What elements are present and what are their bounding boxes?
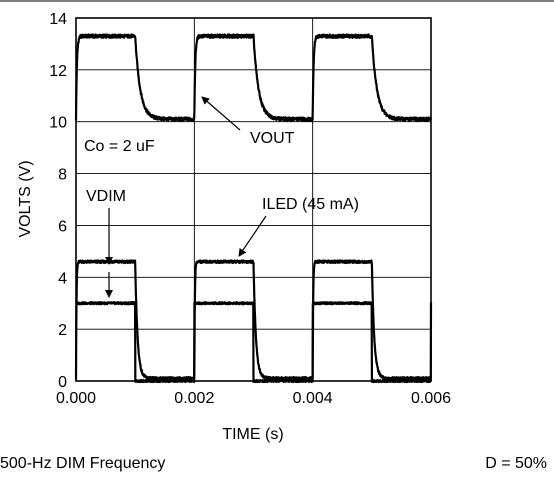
y-tick-label: 4 <box>58 270 67 287</box>
iled-trace <box>74 259 432 381</box>
x-axis-title: TIME (s) <box>222 426 283 443</box>
y-tick-label: 8 <box>58 167 67 184</box>
vdim-annotation: VDIM <box>86 188 126 205</box>
y-tick-label: 14 <box>49 11 67 28</box>
y-tick-label: 12 <box>49 63 67 80</box>
iled-annotation: ILED (45 mA) <box>262 196 359 213</box>
footer-caption-left: 500-Hz DIM Frequency <box>0 455 166 472</box>
footer-caption-right: D = 50% <box>485 455 547 472</box>
vout-arrow <box>201 96 241 131</box>
y-tick-label: 6 <box>58 218 67 235</box>
vdim-trace <box>75 301 433 384</box>
x-tick-label: 0.000 <box>56 390 96 407</box>
vout-trace <box>74 33 433 122</box>
x-tick-label: 0.002 <box>174 390 214 407</box>
traces <box>74 33 433 384</box>
y-axis-ticks: 0 2 4 6 8 10 12 14 <box>49 11 67 391</box>
y-axis-title: VOLTS (V) <box>17 160 34 237</box>
y-tick-label: 0 <box>58 374 67 391</box>
x-axis-ticks: 0.000 0.002 0.004 0.006 <box>56 390 451 407</box>
capacitance-annotation: Co = 2 uF <box>84 138 155 155</box>
iled-arrow <box>238 215 267 257</box>
y-tick-label: 2 <box>58 322 67 339</box>
y-tick-label: 10 <box>49 115 67 132</box>
x-tick-label: 0.006 <box>411 390 451 407</box>
x-tick-label: 0.004 <box>293 390 333 407</box>
vout-annotation: VOUT <box>250 130 295 147</box>
plot-frame <box>75 17 432 382</box>
chart: 0 2 4 6 8 10 12 14 0.000 0.002 0.004 0.006 TIME (s… <box>0 0 554 443</box>
